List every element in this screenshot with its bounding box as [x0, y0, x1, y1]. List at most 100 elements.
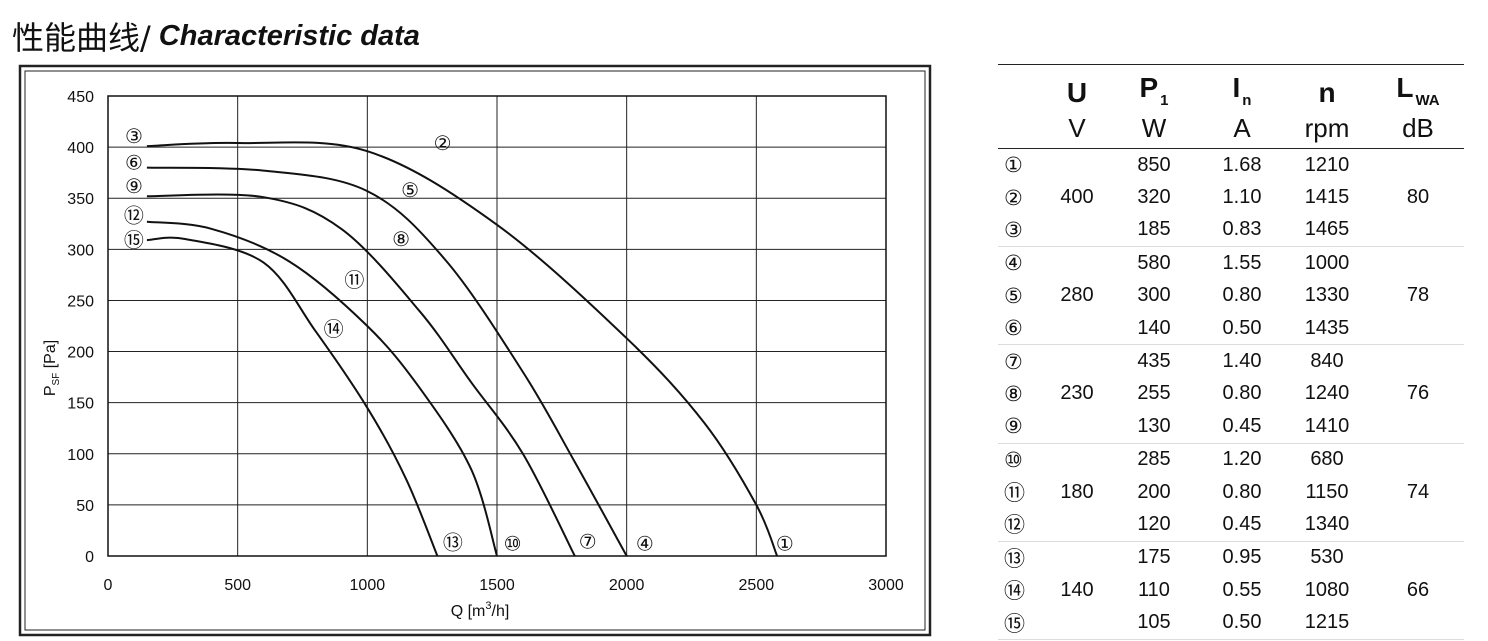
- curve-label: ⑫: [124, 204, 144, 228]
- cell-power: 105: [1106, 606, 1202, 640]
- fan-curve: [146, 193, 576, 557]
- x-tick-label: 1000: [350, 577, 386, 594]
- unit-power: W: [1106, 113, 1202, 149]
- row-number: ⑩: [1004, 447, 1023, 472]
- cell-voltage: [1048, 213, 1106, 248]
- cell-power: 285: [1137, 448, 1171, 471]
- x-tick-label: 0: [104, 577, 113, 594]
- cell-sound: 78: [1406, 284, 1430, 307]
- table-row: ② 400 320 1.10 1415 80: [998, 181, 1464, 213]
- header-voltage: U: [1048, 64, 1106, 113]
- table-row: ③ 185 0.83 1465: [998, 213, 1464, 248]
- cell-speed: 530: [1310, 546, 1344, 569]
- row-number: ⑧: [1004, 381, 1023, 406]
- x-tick-label: 2000: [609, 577, 645, 594]
- x-tick-label: 500: [224, 577, 251, 594]
- fan-curve: [146, 236, 439, 557]
- cell-current: 1.10: [1222, 186, 1262, 209]
- curve-label: ⑭: [324, 317, 344, 341]
- cell-sound: 66: [1406, 578, 1430, 601]
- cell-voltage: 230: [1060, 382, 1094, 405]
- cell-power: 320: [1137, 186, 1171, 209]
- row-number: ⑫: [998, 508, 1048, 542]
- y-tick-label: 150: [67, 396, 94, 413]
- y-tick-label: 350: [67, 191, 94, 208]
- table-group: ⑬ 175 0.95 530 ⑭ 140 110 0.55 1080 66 ⑮ 105 0.50 1215: [998, 541, 1464, 640]
- table-row: ① 850 1.68 1210: [998, 149, 1464, 182]
- cell-current: 0.55: [1222, 578, 1262, 601]
- table-row: ⑦ 435 1.40 840: [998, 345, 1464, 378]
- cell-sound: [1372, 508, 1464, 542]
- y-tick-label: 0: [85, 549, 94, 566]
- cell-sound: [1372, 311, 1464, 346]
- curve-label: ⑪: [344, 268, 364, 292]
- table-group: ⑦ 435 1.40 840 ⑧ 230 255 0.80 1240 76 ⑨ 130 0.45 1410: [998, 345, 1464, 444]
- cell-speed: 1215: [1282, 606, 1372, 640]
- table-row: ⑩ 285 1.20 680: [998, 443, 1464, 476]
- row-number: ⑪: [1004, 481, 1025, 506]
- cell-speed: 680: [1310, 448, 1344, 471]
- header-blank: [998, 64, 1048, 113]
- title-english: Characteristic data: [158, 19, 420, 52]
- cell-sound: [1372, 345, 1464, 378]
- cell-voltage: [1048, 606, 1106, 640]
- cell-power: 300: [1137, 284, 1171, 307]
- curve-label: ⑬: [443, 531, 463, 555]
- row-number: ⑥: [998, 311, 1048, 346]
- cell-current: 0.45: [1202, 508, 1282, 542]
- cell-sound: [1372, 410, 1464, 444]
- cell-speed: 1210: [1304, 153, 1350, 176]
- cell-voltage: [1048, 508, 1106, 542]
- curve-label: ⑩: [504, 532, 522, 556]
- chart-inner-frame: [24, 70, 926, 631]
- cell-power: 140: [1106, 311, 1202, 346]
- table-row: ⑬ 175 0.95 530: [998, 541, 1464, 574]
- cell-sound: [1372, 213, 1464, 248]
- table-group: ④ 580 1.55 1000 ⑤ 280 300 0.80 1330 78 ⑥ 140 0.50 143…: [998, 247, 1464, 346]
- cell-power: 130: [1106, 410, 1202, 444]
- fan-curves: [146, 141, 779, 557]
- cell-speed: 1415: [1304, 186, 1350, 209]
- cell-power: 185: [1106, 213, 1202, 248]
- cell-voltage: [1048, 311, 1106, 346]
- row-number: ③: [998, 213, 1048, 248]
- cell-speed: 1150: [1305, 480, 1349, 503]
- cell-current: 1.55: [1222, 251, 1262, 274]
- cell-voltage: [1048, 541, 1106, 574]
- x-axis-label: Q [m3/h]: [451, 600, 510, 620]
- chart-outer-frame: [18, 64, 932, 637]
- fan-curve: [146, 141, 779, 557]
- cell-current: 0.80: [1222, 480, 1262, 503]
- curve-label: ③: [125, 124, 143, 148]
- x-tick-label: 2500: [739, 577, 775, 594]
- fan-curve: [146, 220, 498, 557]
- cell-sound: [1372, 541, 1464, 574]
- cell-speed: 1000: [1304, 251, 1350, 274]
- cell-current: 1.68: [1222, 153, 1262, 176]
- cell-voltage: 280: [1060, 284, 1094, 307]
- curve-label: ④: [636, 532, 654, 556]
- table-row: ⑪ 180 200 0.80 1150 74: [998, 476, 1464, 508]
- table-group: ⑩ 285 1.20 680 ⑪ 180 200 0.80 1150 74 ⑫ 120 0.45 1340: [998, 443, 1464, 542]
- y-tick-label: 400: [67, 140, 94, 157]
- curve-labels: ① ② ③ ④ ⑤ ⑥ ⑦ ⑧ ⑨ ⑩ ⑪ ⑫ ⑬ ⑭ ⑮: [124, 124, 794, 556]
- cell-power: 120: [1106, 508, 1202, 542]
- header-row-units: V W A rpm dB: [998, 113, 1464, 149]
- curve-label: ⑥: [125, 150, 143, 174]
- unit-current: A: [1202, 113, 1282, 149]
- y-axis-label: PSF [Pa]: [42, 340, 62, 396]
- cell-voltage: 180: [1060, 480, 1094, 503]
- table-row: ⑭ 140 110 0.55 1080 66: [998, 574, 1464, 606]
- cell-voltage: 400: [1060, 186, 1094, 209]
- y-tick-label: 300: [67, 242, 94, 259]
- cell-speed: 1080: [1304, 578, 1350, 601]
- cell-current: 0.80: [1222, 284, 1262, 307]
- y-tick-label: 250: [67, 293, 94, 310]
- cell-current: 1.20: [1222, 448, 1262, 471]
- row-number: ②: [1004, 185, 1023, 210]
- cell-power: 580: [1137, 251, 1171, 274]
- y-tick-label: 200: [67, 345, 94, 362]
